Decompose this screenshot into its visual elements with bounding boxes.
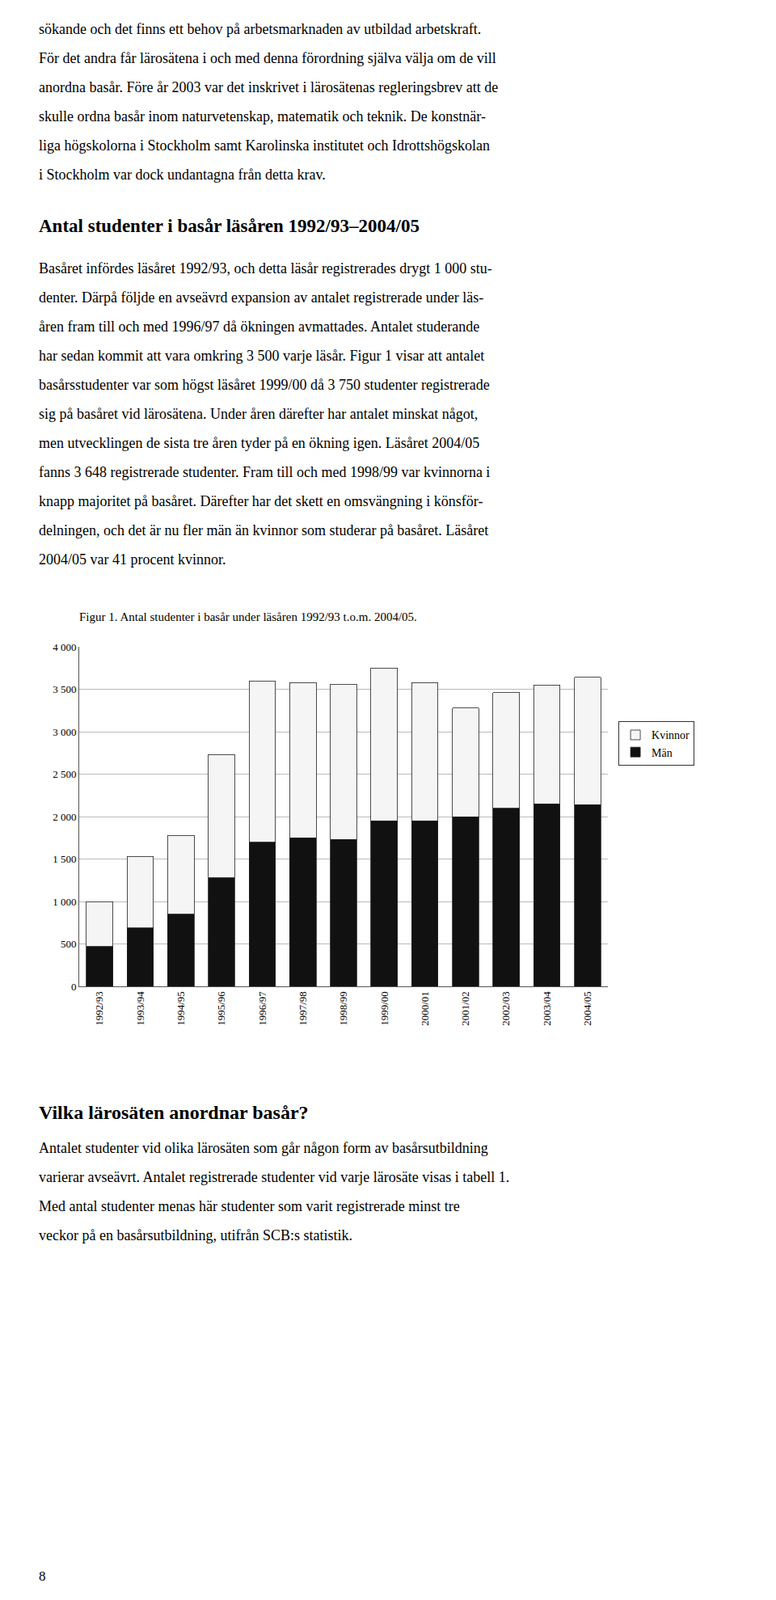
svg-text:2 000: 2 000 — [52, 810, 76, 823]
svg-text:1997/98: 1997/98 — [296, 991, 309, 1026]
html-text:sökande och det finns ett beho: sökande och det finns ett behov på arbet… — [38, 21, 482, 38]
html-text:Med antal studenter menas här: Med antal studenter menas här studenter … — [38, 1197, 460, 1215]
svg-text:2001/02: 2001/02 — [459, 991, 472, 1026]
html-text:åren fram till och med 1996/97: åren fram till och med 1996/97 då ökning… — [38, 318, 480, 335]
svg-text:1993/94: 1993/94 — [134, 991, 147, 1026]
html-text:men utvecklingen de sista tre: men utvecklingen de sista tre åren tyder… — [38, 434, 480, 452]
svg-text:1995/96: 1995/96 — [215, 991, 228, 1026]
html-text:Antal studenter i basår läsåre: Antal studenter i basår läsåren 1992/93–… — [38, 215, 420, 237]
html-text:skulle ordna basår inom naturv: skulle ordna basår inom naturvetenskap, … — [38, 108, 486, 125]
html-text:knapp majoritet på basåret. Dä: knapp majoritet på basåret. Därefter har… — [38, 493, 483, 510]
html-text:varierar avseävrt. Antalet reg: varierar avseävrt. Antalet registrerade … — [38, 1168, 510, 1186]
svg-text:1999/00: 1999/00 — [378, 991, 391, 1026]
svg-text:0: 0 — [71, 980, 77, 993]
svg-text:2002/03: 2002/03 — [499, 991, 512, 1026]
svg-text:3 000: 3 000 — [52, 725, 76, 739]
html-text:För det andra får lärosätena i: För det andra får lärosätena i och med d… — [38, 50, 497, 67]
svg-text:Kvinnor: Kvinnor — [651, 729, 690, 742]
html-text:denter. Därpå följde en avseäv: denter. Därpå följde en avseävrd expansi… — [38, 289, 484, 306]
html-text:delningen, och det är nu fler: delningen, och det är nu fler män än kvi… — [38, 522, 489, 539]
svg-text:1 500: 1 500 — [52, 852, 76, 865]
svg-text:2000/01: 2000/01 — [418, 991, 431, 1026]
svg-text:1 000: 1 000 — [52, 895, 76, 908]
svg-text:500: 500 — [60, 937, 77, 950]
svg-text:1994/95: 1994/95 — [174, 991, 187, 1026]
html-text:fanns 3 648 registrerade stude: fanns 3 648 registrerade studenter. Fram… — [38, 463, 491, 481]
svg-text:1992/93: 1992/93 — [92, 991, 106, 1026]
html-text:har sedan kommit att vara omkr: har sedan kommit att vara omkring 3 500 … — [38, 347, 485, 364]
html-text:liga högskolorna i Stockholm s: liga högskolorna i Stockholm samt Karoli… — [38, 137, 490, 154]
html-text:basårsstudenter var som högst: basårsstudenter var som högst läsåret 19… — [38, 376, 490, 393]
html-text:Antalet studenter vid olika lä: Antalet studenter vid olika lärosäten so… — [38, 1139, 489, 1156]
svg-text:3 500: 3 500 — [52, 683, 76, 696]
svg-text:2003/04: 2003/04 — [540, 991, 553, 1026]
html-text:Vilka lärosäten anordnar basår: Vilka lärosäten anordnar basår? — [38, 1101, 309, 1123]
html-text:i Stockholm var dock undantagn: i Stockholm var dock undantagna från det… — [38, 166, 326, 183]
html-text:anordna basår. Före år 2003 va: anordna basår. Före år 2003 var det insk… — [38, 79, 499, 96]
html-text:8: 8 — [38, 1568, 46, 1584]
html-text:sig på basåret vid lärosätena.: sig på basåret vid lärosätena. Under åre… — [38, 405, 478, 422]
svg-text:Män: Män — [651, 746, 673, 760]
html-text:veckor på en basårsutbildning,: veckor på en basårsutbildning, utifrån S… — [38, 1227, 353, 1244]
html-text:Basåret infördes läsåret 1992/: Basåret infördes läsåret 1992/93, och de… — [38, 260, 493, 277]
svg-text:2 500: 2 500 — [52, 767, 76, 781]
svg-text:2004/05: 2004/05 — [581, 991, 594, 1026]
svg-text:Figur 1. Antal studenter i bas: Figur 1. Antal studenter i basår under l… — [79, 610, 418, 624]
svg-text:1998/99: 1998/99 — [337, 991, 350, 1026]
svg-text:4 000: 4 000 — [52, 641, 76, 654]
svg-text:1996/97: 1996/97 — [256, 991, 269, 1026]
html-text:2004/05 var 41 procent kvinnor: 2004/05 var 41 procent kvinnor. — [38, 551, 226, 568]
